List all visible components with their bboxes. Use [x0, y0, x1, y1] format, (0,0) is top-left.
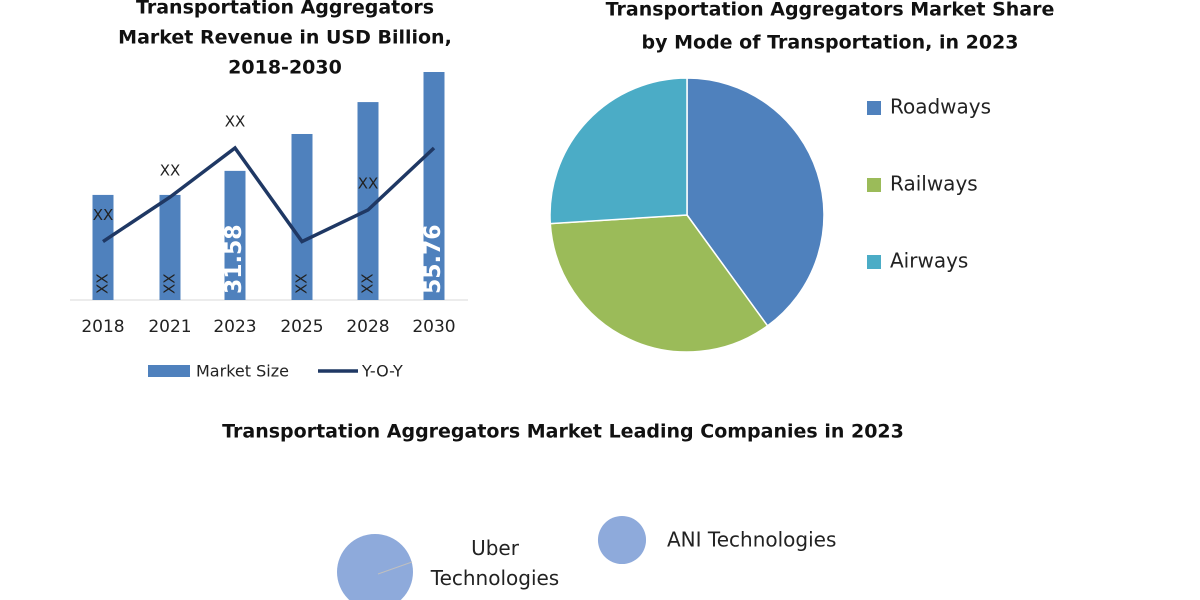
pie-slice: [549, 214, 769, 353]
legend-label: Roadways: [890, 95, 991, 119]
line-value-label: XX: [225, 113, 246, 131]
legend-label: Airways: [890, 249, 968, 273]
x-tick-label: 2018: [81, 317, 124, 337]
legend-label: Railways: [890, 172, 978, 196]
chart-title: Transportation Aggregators Market Leadin…: [222, 421, 904, 443]
bar-value-label: XX: [161, 273, 179, 294]
chart-title: by Mode of Transportation, in 2023: [642, 32, 1019, 54]
x-tick-label: 2028: [346, 317, 389, 337]
bar: [224, 170, 246, 300]
line-value-label: XX: [160, 162, 181, 180]
pie-slice: [686, 77, 825, 327]
pie-slice: [549, 77, 688, 225]
x-tick-label: 2025: [280, 317, 323, 337]
legend-label: Y-O-Y: [361, 362, 403, 381]
x-tick-label: 2023: [213, 317, 256, 337]
line: [102, 145, 436, 244]
bar-value-label: XX: [359, 273, 377, 294]
bubble: [337, 534, 413, 600]
chart-title: 2018-2030: [228, 57, 342, 79]
bar: [159, 194, 181, 300]
bar: [423, 72, 445, 300]
bar-value-label: 31.58: [222, 224, 247, 294]
chart-title: Transportation Aggregators Market Share: [606, 0, 1055, 21]
bubble: [597, 515, 647, 565]
legend-swatch: [867, 255, 881, 269]
line-value-label: XX: [358, 174, 379, 192]
legend-swatch: [148, 365, 190, 377]
company-label: ANI Technologies: [667, 528, 836, 552]
bar-value-label: XX: [293, 273, 311, 294]
legend-label: Market Size: [196, 362, 289, 381]
x-tick-label: 2021: [148, 317, 191, 337]
line-value-label: XX: [93, 206, 114, 224]
bar: [92, 194, 114, 300]
bar: [357, 102, 379, 300]
chart-title: Transportation Aggregators: [136, 0, 434, 19]
leader-line: [377, 561, 413, 575]
legend-swatch: [867, 101, 881, 115]
bar-value-label: XX: [94, 273, 112, 294]
x-tick-label: 2030: [412, 317, 455, 337]
chart-title: Market Revenue in USD Billion,: [118, 27, 452, 49]
bar: [291, 133, 313, 300]
bar-value-label: 55.76: [421, 224, 446, 294]
company-label: Uber Technologies: [430, 536, 560, 590]
legend-swatch: [867, 178, 881, 192]
